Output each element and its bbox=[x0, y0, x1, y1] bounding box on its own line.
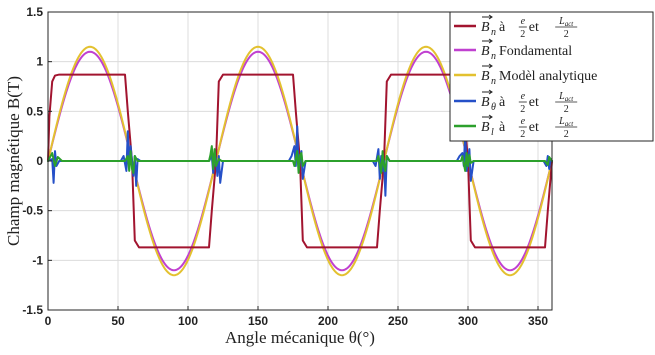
legend-text: Modèl analytique bbox=[499, 69, 597, 84]
fraction-numerator: e bbox=[521, 116, 526, 127]
x-tick-label: 350 bbox=[528, 314, 548, 328]
fraction-denominator: 2 bbox=[520, 104, 525, 115]
y-axis-title: Champ magnétique B(T) bbox=[4, 76, 23, 246]
fraction-numerator: e bbox=[521, 16, 526, 27]
legend-text: à bbox=[499, 95, 506, 110]
legend-text: à bbox=[499, 20, 506, 35]
legend-text: à bbox=[499, 120, 506, 135]
legend-subscript: n bbox=[491, 76, 496, 87]
legend-subscript: n bbox=[491, 27, 496, 38]
fraction-denominator: 2 bbox=[564, 29, 569, 40]
x-axis-title: Angle mécanique θ(°) bbox=[225, 328, 375, 347]
vector-arrow-icon bbox=[482, 63, 493, 69]
x-tick-label: 50 bbox=[111, 314, 125, 328]
vector-arrow-icon bbox=[482, 38, 493, 44]
legend-symbol: B bbox=[481, 44, 490, 59]
legend-text: et bbox=[529, 120, 539, 135]
legend-subscript: l bbox=[491, 127, 494, 138]
legend-symbol: B bbox=[481, 69, 490, 84]
y-tick-label: -1 bbox=[32, 253, 43, 267]
fraction-denominator: 2 bbox=[564, 129, 569, 140]
legend-subscript: θ bbox=[491, 102, 496, 113]
legend-box bbox=[449, 11, 654, 142]
legend-symbol: B bbox=[481, 20, 490, 35]
y-tick-label: 1.5 bbox=[26, 5, 43, 19]
fraction-denominator: 2 bbox=[520, 29, 525, 40]
y-tick-label: -0.5 bbox=[22, 204, 43, 218]
vector-arrow-icon bbox=[482, 14, 493, 20]
y-tick-label: 1 bbox=[36, 55, 43, 69]
x-tick-label: 200 bbox=[318, 314, 338, 328]
fraction-denominator: 2 bbox=[520, 129, 525, 140]
legend-symbol: B bbox=[481, 95, 490, 110]
legend-subscript: n bbox=[491, 51, 496, 62]
x-tick-label: 250 bbox=[388, 314, 408, 328]
x-tick-label: 0 bbox=[45, 314, 52, 328]
series-bl bbox=[47, 145, 553, 174]
fraction-denominator: 2 bbox=[564, 104, 569, 115]
y-tick-label: -1.5 bbox=[22, 303, 43, 317]
legend-text: et bbox=[529, 95, 539, 110]
fraction-numerator: e bbox=[521, 91, 526, 102]
x-tick-label: 300 bbox=[458, 314, 478, 328]
ticks: 0 50 100 150 200 250 300 350 -1.5 -1 -0.5 0 0.5 1 1.5 bbox=[22, 5, 548, 328]
series-group bbox=[47, 45, 553, 277]
y-tick-label: 0 bbox=[36, 154, 43, 168]
legend-text: et bbox=[529, 20, 539, 35]
legend-text: Fondamental bbox=[499, 44, 572, 59]
x-tick-label: 150 bbox=[248, 314, 268, 328]
legend-symbol: B bbox=[481, 120, 490, 135]
vector-arrow-icon bbox=[482, 114, 493, 120]
y-tick-label: 0.5 bbox=[26, 104, 43, 118]
x-tick-label: 100 bbox=[178, 314, 198, 328]
vector-arrow-icon bbox=[482, 89, 493, 95]
